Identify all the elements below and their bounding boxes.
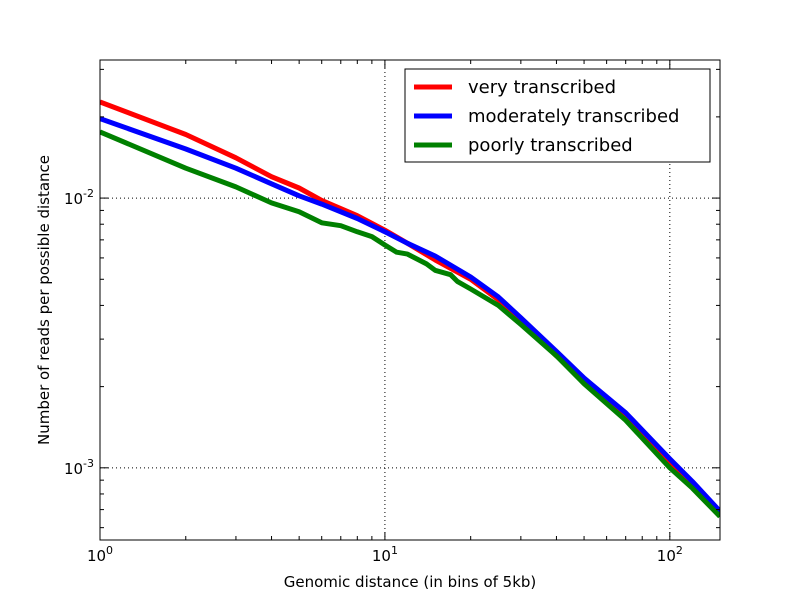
y-tick-label: 10-3: [64, 457, 94, 478]
series-line-1: [100, 99, 720, 515]
x-axis-label: Genomic distance (in bins of 5kb): [284, 573, 537, 591]
x-tick-label: 102: [657, 544, 683, 565]
legend-label-1: very transcribed: [468, 77, 616, 98]
legend-frame: [404, 68, 711, 163]
axis-ticks: [99, 60, 720, 540]
x-tick-label: 101: [372, 544, 398, 565]
plot-frame: [99, 59, 721, 541]
tick-labels: 100 101 102 10-3 10-2: [64, 187, 683, 565]
legend: very transcribed moderately transcribed po…: [404, 68, 711, 163]
legend-label-3: poorly transcribed: [468, 135, 633, 156]
series-line-2: [100, 116, 720, 513]
legend-label-2: moderately transcribed: [468, 106, 679, 127]
series-lines: [100, 99, 720, 519]
y-axis-label: Number of reads per possible distance: [35, 155, 53, 445]
series-line-3: [100, 129, 720, 519]
x-tick-label: 100: [87, 544, 113, 565]
y-tick-label: 10-2: [64, 187, 94, 208]
